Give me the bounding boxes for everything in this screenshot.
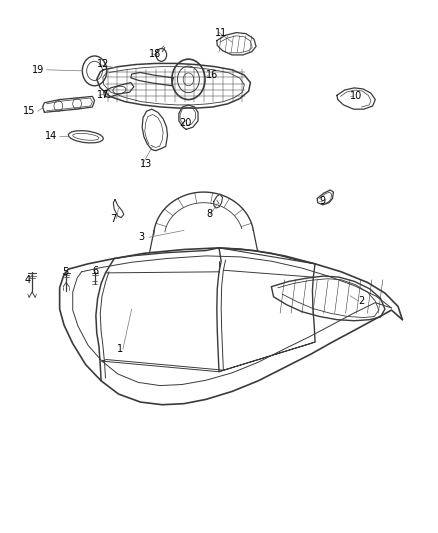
Text: 3: 3 xyxy=(139,232,145,243)
Text: 7: 7 xyxy=(110,214,116,224)
Text: 14: 14 xyxy=(45,131,57,141)
Text: 5: 5 xyxy=(62,267,68,277)
Text: 1: 1 xyxy=(117,344,123,354)
Text: 20: 20 xyxy=(180,118,192,128)
Text: 12: 12 xyxy=(97,60,109,69)
Text: 9: 9 xyxy=(319,196,325,206)
Text: 2: 2 xyxy=(359,296,365,306)
Text: 13: 13 xyxy=(141,159,153,169)
Text: 4: 4 xyxy=(25,275,31,285)
Text: 15: 15 xyxy=(23,106,35,116)
Text: 18: 18 xyxy=(149,49,161,59)
Text: 17: 17 xyxy=(97,90,109,100)
Text: 8: 8 xyxy=(206,209,212,220)
Text: 16: 16 xyxy=(206,70,218,80)
Text: 10: 10 xyxy=(350,91,362,101)
Text: 11: 11 xyxy=(215,28,227,38)
Text: 6: 6 xyxy=(92,266,99,276)
Text: 19: 19 xyxy=(32,65,44,75)
